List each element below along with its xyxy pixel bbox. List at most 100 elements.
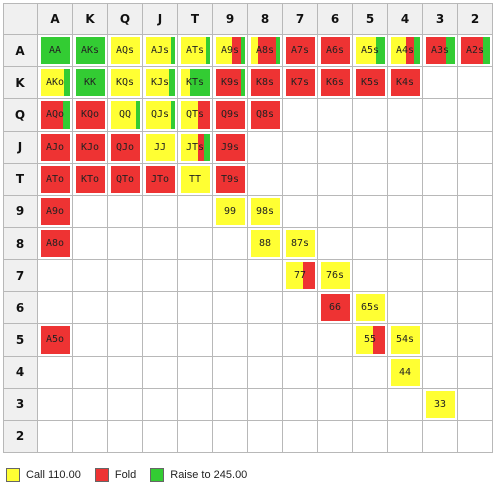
hand-cell[interactable] (213, 228, 248, 261)
hand-cell-A5o[interactable]: A5o (38, 324, 73, 357)
hand-cell[interactable] (248, 292, 283, 325)
hand-cell[interactable] (108, 420, 143, 453)
hand-cell-33[interactable]: 33 (423, 388, 458, 421)
hand-cell-AJo[interactable]: AJo (38, 131, 73, 164)
hand-cell[interactable] (423, 324, 458, 357)
hand-cell[interactable] (458, 131, 493, 164)
hand-cell[interactable] (318, 420, 353, 453)
hand-cell[interactable] (38, 260, 73, 293)
hand-cell[interactable] (318, 99, 353, 132)
hand-cell-A6s[interactable]: A6s (318, 35, 353, 68)
hand-cell[interactable] (283, 420, 318, 453)
hand-cell[interactable] (248, 131, 283, 164)
hand-cell-A9o[interactable]: A9o (38, 195, 73, 228)
hand-cell[interactable] (213, 420, 248, 453)
hand-cell[interactable] (318, 163, 353, 196)
hand-cell[interactable] (423, 67, 458, 100)
hand-cell[interactable] (353, 260, 388, 293)
hand-cell-QTo[interactable]: QTo (108, 163, 143, 196)
hand-cell-KK[interactable]: KK (73, 67, 108, 100)
hand-cell[interactable] (248, 420, 283, 453)
hand-cell[interactable] (248, 324, 283, 357)
hand-cell[interactable] (318, 356, 353, 389)
hand-cell-KTs[interactable]: KTs (178, 67, 213, 100)
hand-cell-A9s[interactable]: A9s (213, 35, 248, 68)
hand-cell[interactable] (388, 388, 423, 421)
hand-cell[interactable] (423, 163, 458, 196)
hand-cell[interactable] (108, 324, 143, 357)
hand-cell-JTo[interactable]: JTo (143, 163, 178, 196)
hand-cell[interactable] (318, 131, 353, 164)
hand-cell[interactable] (73, 292, 108, 325)
hand-cell[interactable] (353, 356, 388, 389)
hand-cell[interactable] (423, 131, 458, 164)
hand-cell[interactable] (108, 388, 143, 421)
hand-cell[interactable] (143, 324, 178, 357)
hand-cell[interactable] (178, 292, 213, 325)
hand-cell[interactable] (73, 228, 108, 261)
hand-cell[interactable] (178, 388, 213, 421)
hand-cell-QJo[interactable]: QJo (108, 131, 143, 164)
hand-cell-AQo[interactable]: AQo (38, 99, 73, 132)
hand-cell-66[interactable]: 66 (318, 292, 353, 325)
hand-cell-J9s[interactable]: J9s (213, 131, 248, 164)
hand-cell[interactable] (283, 292, 318, 325)
hand-cell-KTo[interactable]: KTo (73, 163, 108, 196)
hand-cell[interactable] (353, 163, 388, 196)
hand-cell[interactable] (388, 195, 423, 228)
hand-cell[interactable] (178, 420, 213, 453)
hand-cell[interactable] (108, 292, 143, 325)
hand-cell-QJs[interactable]: QJs (143, 99, 178, 132)
hand-cell-KJs[interactable]: KJs (143, 67, 178, 100)
hand-cell[interactable] (38, 388, 73, 421)
hand-cell[interactable] (213, 324, 248, 357)
hand-cell[interactable] (143, 228, 178, 261)
hand-cell-ATo[interactable]: ATo (38, 163, 73, 196)
hand-cell[interactable] (388, 99, 423, 132)
hand-cell-A3s[interactable]: A3s (423, 35, 458, 68)
hand-cell-K5s[interactable]: K5s (353, 67, 388, 100)
hand-cell[interactable] (353, 388, 388, 421)
hand-cell[interactable] (178, 228, 213, 261)
hand-cell[interactable] (353, 195, 388, 228)
hand-cell[interactable] (283, 324, 318, 357)
hand-cell[interactable] (143, 260, 178, 293)
hand-cell[interactable] (73, 195, 108, 228)
hand-cell[interactable] (423, 420, 458, 453)
hand-cell[interactable] (178, 324, 213, 357)
hand-cell[interactable] (283, 131, 318, 164)
hand-cell[interactable] (283, 163, 318, 196)
hand-cell[interactable] (388, 163, 423, 196)
hand-cell[interactable] (143, 388, 178, 421)
hand-cell-K4s[interactable]: K4s (388, 67, 423, 100)
hand-cell-A2s[interactable]: A2s (458, 35, 493, 68)
hand-cell-55[interactable]: 55 (353, 324, 388, 357)
hand-cell[interactable] (353, 99, 388, 132)
hand-cell[interactable] (178, 195, 213, 228)
hand-cell[interactable] (458, 228, 493, 261)
hand-cell-98s[interactable]: 98s (248, 195, 283, 228)
hand-cell-QTs[interactable]: QTs (178, 99, 213, 132)
hand-cell[interactable] (388, 131, 423, 164)
hand-cell[interactable] (73, 260, 108, 293)
hand-cell-KQo[interactable]: KQo (73, 99, 108, 132)
hand-cell-99[interactable]: 99 (213, 195, 248, 228)
hand-cell-AKo[interactable]: AKo (38, 67, 73, 100)
hand-cell[interactable] (458, 324, 493, 357)
hand-cell[interactable] (108, 260, 143, 293)
hand-cell-AA[interactable]: AA (38, 35, 73, 68)
hand-cell[interactable] (38, 356, 73, 389)
hand-cell[interactable] (458, 420, 493, 453)
hand-cell-A8o[interactable]: A8o (38, 228, 73, 261)
hand-cell[interactable] (318, 388, 353, 421)
hand-cell[interactable] (458, 356, 493, 389)
hand-cell-K8s[interactable]: K8s (248, 67, 283, 100)
hand-cell-QQ[interactable]: QQ (108, 99, 143, 132)
hand-cell[interactable] (143, 195, 178, 228)
hand-cell[interactable] (38, 420, 73, 453)
hand-cell-A7s[interactable]: A7s (283, 35, 318, 68)
hand-cell[interactable] (423, 99, 458, 132)
hand-cell-TT[interactable]: TT (178, 163, 213, 196)
hand-cell[interactable] (143, 420, 178, 453)
hand-cell[interactable] (353, 420, 388, 453)
